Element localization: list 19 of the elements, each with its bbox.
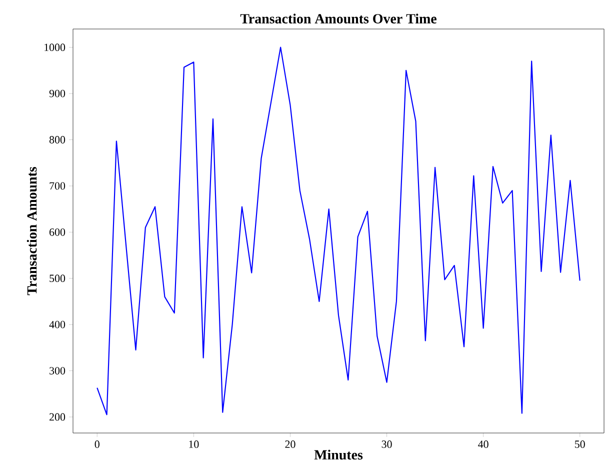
y-tick-label: 400	[49, 320, 66, 328]
x-tick-label: 40	[478, 440, 488, 448]
y-tick-label: 1000	[44, 44, 66, 52]
line-series	[96, 46, 580, 416]
y-axis-title: Transaction Amounts	[26, 166, 37, 296]
x-tick-label: 0	[94, 440, 100, 448]
x-tick-label: 10	[189, 440, 199, 448]
x-axis-title: Minutes	[314, 450, 363, 460]
y-tick-label: 700	[50, 182, 66, 190]
x-tick-label: 30	[382, 440, 392, 448]
y-tick-label: 500	[50, 274, 66, 282]
y-tick-label: 200	[50, 413, 66, 421]
y-tick-label: 800	[49, 136, 66, 144]
x-tick-label: 20	[285, 440, 296, 448]
chart-title: Transaction Amounts Over Time	[240, 14, 436, 24]
y-tick-label: 300	[50, 367, 66, 374]
y-tick-label: 600	[50, 228, 66, 236]
x-tick-label: 50	[575, 440, 585, 448]
y-tick-label: 900	[49, 90, 66, 98]
